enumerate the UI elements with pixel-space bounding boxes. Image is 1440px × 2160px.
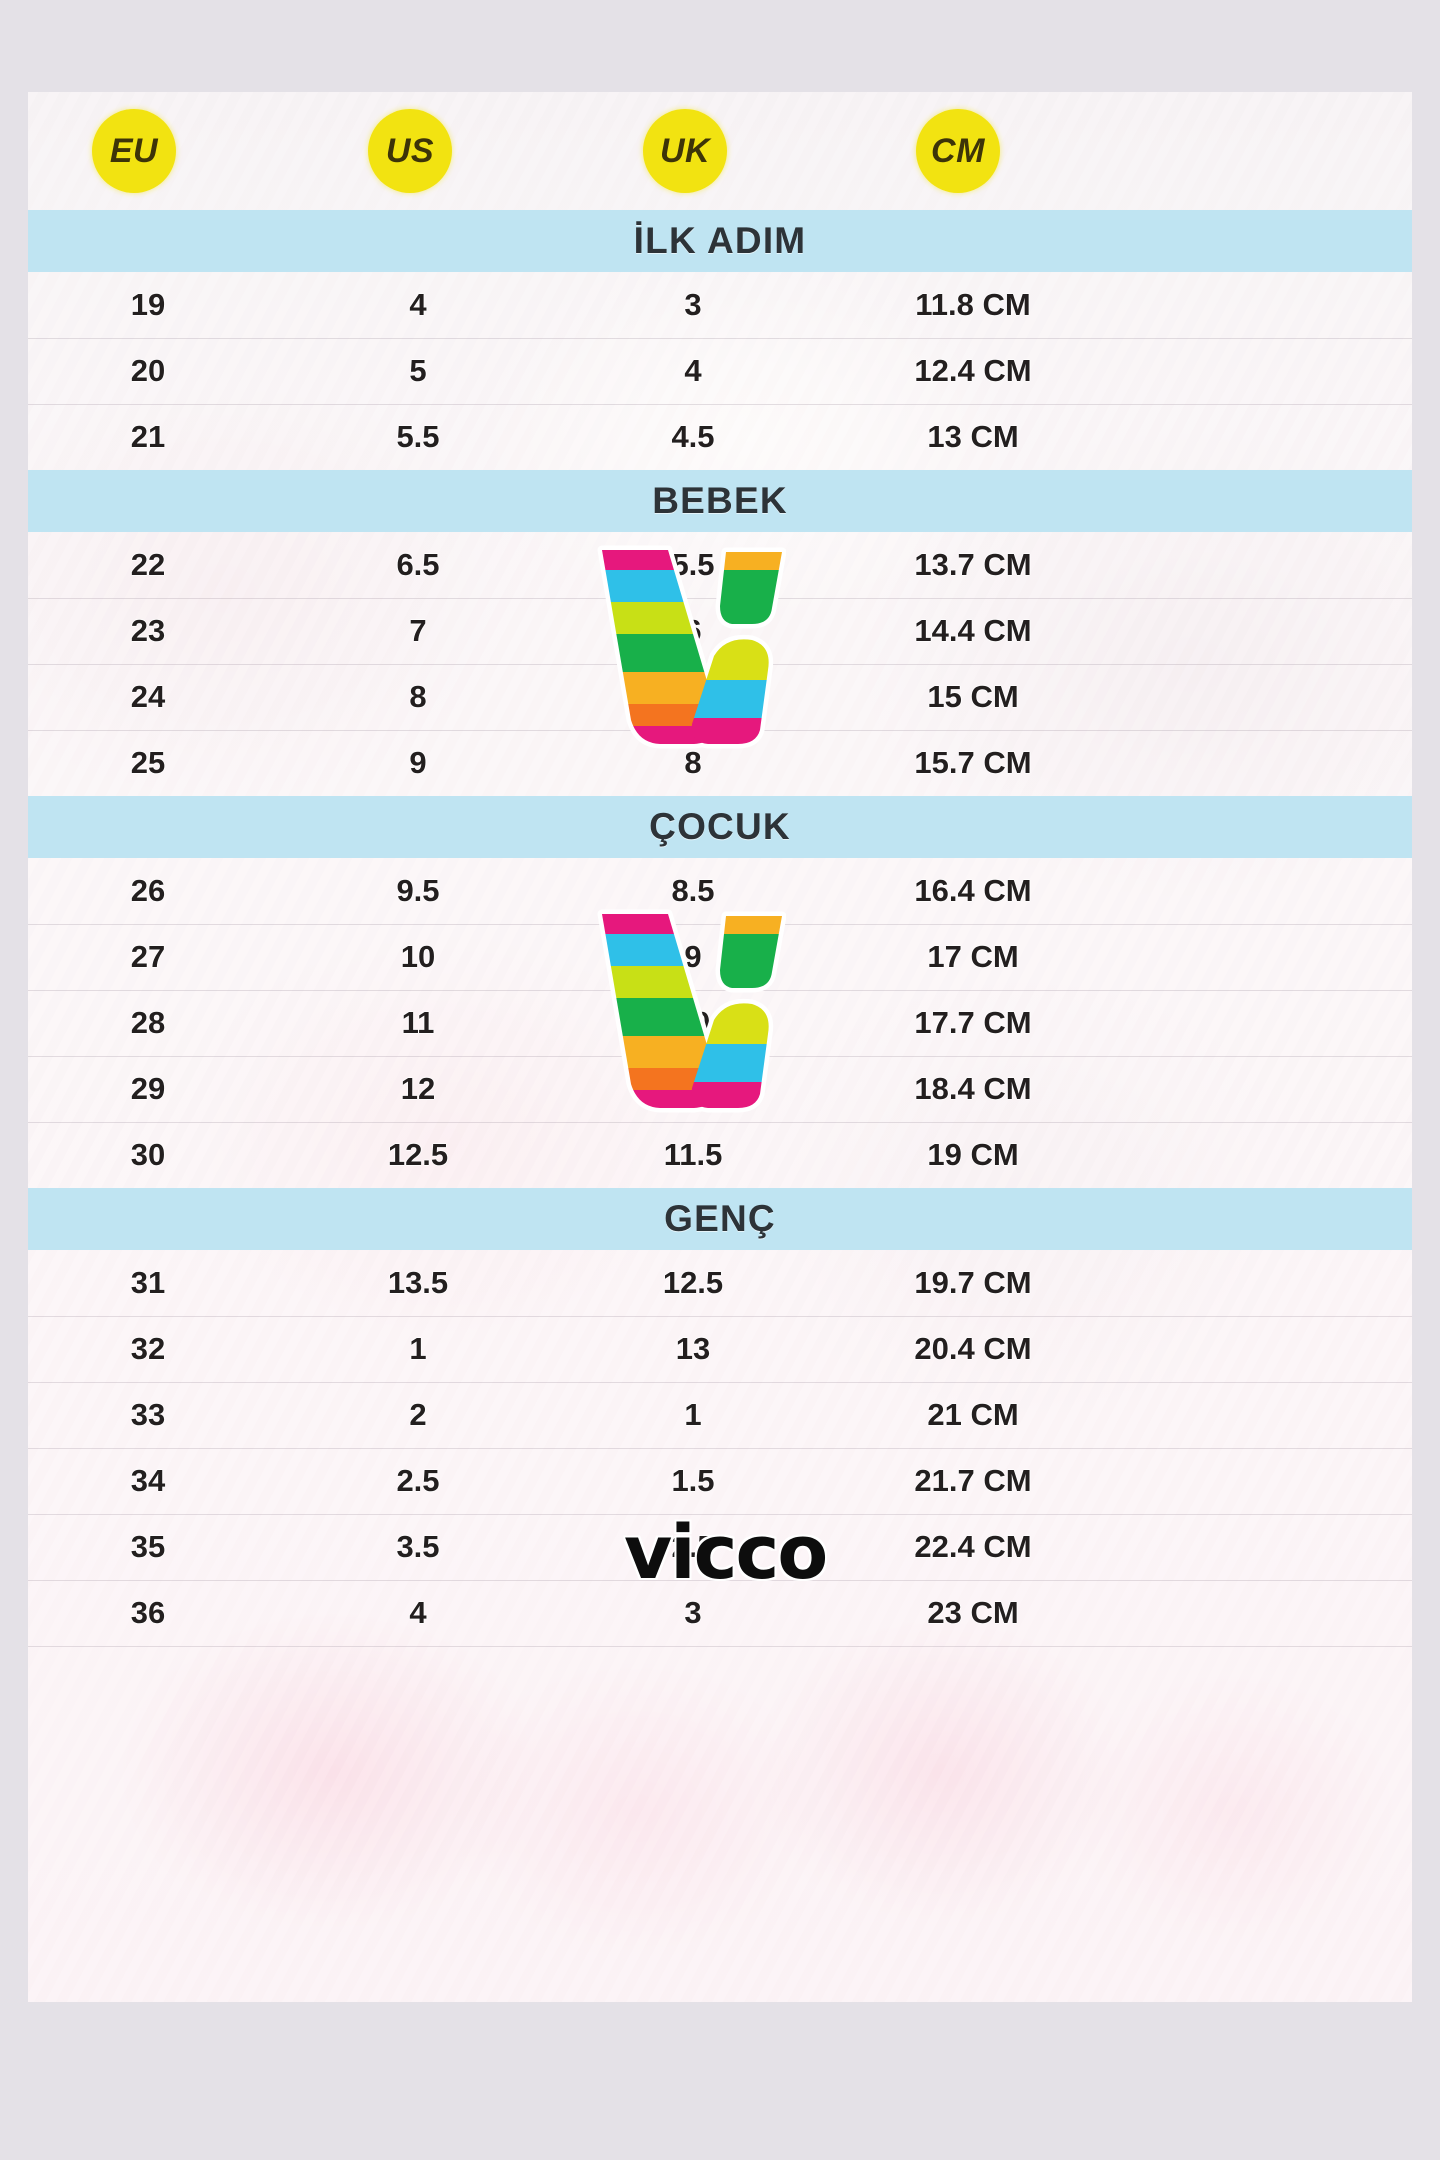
cell-us: 5	[409, 353, 427, 388]
cell-eu: 32	[130, 1331, 166, 1366]
table-row: 32 1 13 20.4 CM	[28, 1316, 1412, 1383]
cell-cm: 21 CM	[927, 1397, 1019, 1432]
cell-eu: 33	[130, 1397, 166, 1432]
cell-us: 9.5	[396, 873, 440, 908]
column-badge-us: US	[368, 109, 452, 193]
cell-cm: 19.7 CM	[914, 1265, 1032, 1300]
cell-us: 3.5	[396, 1529, 440, 1564]
cell-us: 13.5	[387, 1265, 449, 1300]
cell-cm: 22.4 CM	[914, 1529, 1032, 1564]
cell-eu: 31	[130, 1265, 166, 1300]
section-label: ÇOCUK	[649, 806, 791, 847]
cell-us: 10	[400, 939, 436, 974]
cell-eu: 25	[130, 745, 166, 780]
section-header-4: GENÇ	[28, 1188, 1412, 1250]
cell-us: 7	[409, 613, 427, 648]
cell-us: 2	[409, 1397, 427, 1432]
cell-cm: 12.4 CM	[914, 353, 1032, 388]
cell-uk: 1.5	[671, 1463, 715, 1498]
cell-us: 5.5	[396, 419, 440, 454]
cell-us: 1	[409, 1331, 427, 1366]
cell-eu: 20	[130, 353, 166, 388]
table-row: 30 12.5 11.5 19 CM	[28, 1122, 1412, 1189]
cell-us: 2.5	[396, 1463, 440, 1498]
section-label: GENÇ	[664, 1198, 776, 1239]
cell-eu: 30	[130, 1137, 166, 1172]
cell-uk: 4.5	[671, 419, 715, 454]
cell-cm: 18.4 CM	[914, 1071, 1032, 1106]
cell-eu: 36	[130, 1595, 166, 1630]
cell-cm: 13.7 CM	[914, 547, 1032, 582]
cell-us: 8	[409, 679, 427, 714]
cell-eu: 35	[130, 1529, 166, 1564]
cell-uk: 13	[675, 1331, 711, 1366]
table-row: 20 5 4 12.4 CM	[28, 338, 1412, 405]
cell-eu: 26	[130, 873, 166, 908]
vicco-wordmark: vicco	[624, 1510, 828, 1596]
table-row: 19 4 3 11.8 CM	[28, 272, 1412, 339]
cell-cm: 19 CM	[927, 1137, 1019, 1172]
cell-cm: 11.8 CM	[915, 287, 1031, 322]
cell-uk: 8	[684, 745, 702, 780]
cell-uk: 1	[684, 1397, 702, 1432]
table-row: 26 9.5 8.5 16.4 CM	[28, 858, 1412, 925]
cell-cm: 20.4 CM	[914, 1331, 1032, 1366]
table-row: 31 13.5 12.5 19.7 CM	[28, 1250, 1412, 1317]
cell-eu: 27	[130, 939, 166, 974]
cell-cm: 15.7 CM	[914, 745, 1032, 780]
cell-cm: 17 CM	[927, 939, 1019, 974]
cell-us: 12	[400, 1071, 436, 1106]
cell-eu: 24	[130, 679, 166, 714]
table-row: 33 2 1 21 CM	[28, 1382, 1412, 1449]
cell-uk: 11.5	[663, 1137, 723, 1172]
table-row: 36 4 3 23 CM	[28, 1580, 1412, 1647]
cell-eu: 28	[130, 1005, 166, 1040]
cell-uk: 12.5	[662, 1265, 724, 1300]
cell-cm: 14.4 CM	[914, 613, 1032, 648]
cell-uk: 9	[684, 939, 702, 974]
cell-eu: 19	[130, 287, 166, 322]
cell-us: 11	[401, 1005, 435, 1040]
cell-uk: 2.5	[671, 1529, 715, 1564]
table-row: 21 5.5 4.5 13 CM	[28, 404, 1412, 471]
cell-us: 4	[409, 1595, 427, 1630]
cell-eu: 29	[130, 1071, 166, 1106]
column-badge-eu: EU	[92, 109, 176, 193]
cell-us: 12.5	[387, 1137, 449, 1172]
cell-us: 9	[409, 745, 427, 780]
cell-eu: 34	[130, 1463, 166, 1498]
cell-cm: 17.7 CM	[914, 1005, 1032, 1040]
cell-eu: 23	[130, 613, 166, 648]
cell-cm: 16.4 CM	[914, 873, 1032, 908]
cell-cm: 13 CM	[927, 419, 1019, 454]
table-row: 35 3.5 2.5 22.4 CM	[28, 1514, 1412, 1581]
table-row: 34 2.5 1.5 21.7 CM	[28, 1448, 1412, 1515]
column-badge-cm: CM	[916, 109, 1000, 193]
cell-us: 6.5	[396, 547, 440, 582]
cell-eu: 21	[130, 419, 166, 454]
cell-cm: 23 CM	[927, 1595, 1019, 1630]
rainbow-v-logo	[586, 536, 786, 752]
size-chart-card: EU US UK CM İLK ADIM 19 4 3 11.8 CM 20 5 4 12.4 …	[28, 92, 1412, 2002]
cell-us: 4	[409, 287, 427, 322]
table-header-row: EU US UK CM	[28, 92, 1412, 210]
section-header-2: BEBEK	[28, 470, 1412, 532]
cell-uk: 3	[684, 1595, 702, 1630]
section-label: İLK ADIM	[633, 220, 807, 261]
section-header-1: İLK ADIM	[28, 210, 1412, 272]
cell-uk: 8.5	[671, 873, 715, 908]
cell-uk: 3	[684, 287, 702, 322]
size-table: EU US UK CM İLK ADIM 19 4 3 11.8 CM 20 5 4 12.4 …	[28, 92, 1412, 2002]
column-badge-uk: UK	[643, 109, 727, 193]
cell-cm: 21.7 CM	[914, 1463, 1032, 1498]
section-label: BEBEK	[652, 480, 788, 521]
cell-cm: 15 CM	[927, 679, 1019, 714]
cell-uk: 4	[684, 353, 702, 388]
cell-eu: 22	[130, 547, 166, 582]
rainbow-v-logo	[586, 900, 786, 1116]
section-header-3: ÇOCUK	[28, 796, 1412, 858]
table-row: 27 10 9 17 CM	[28, 924, 1412, 991]
